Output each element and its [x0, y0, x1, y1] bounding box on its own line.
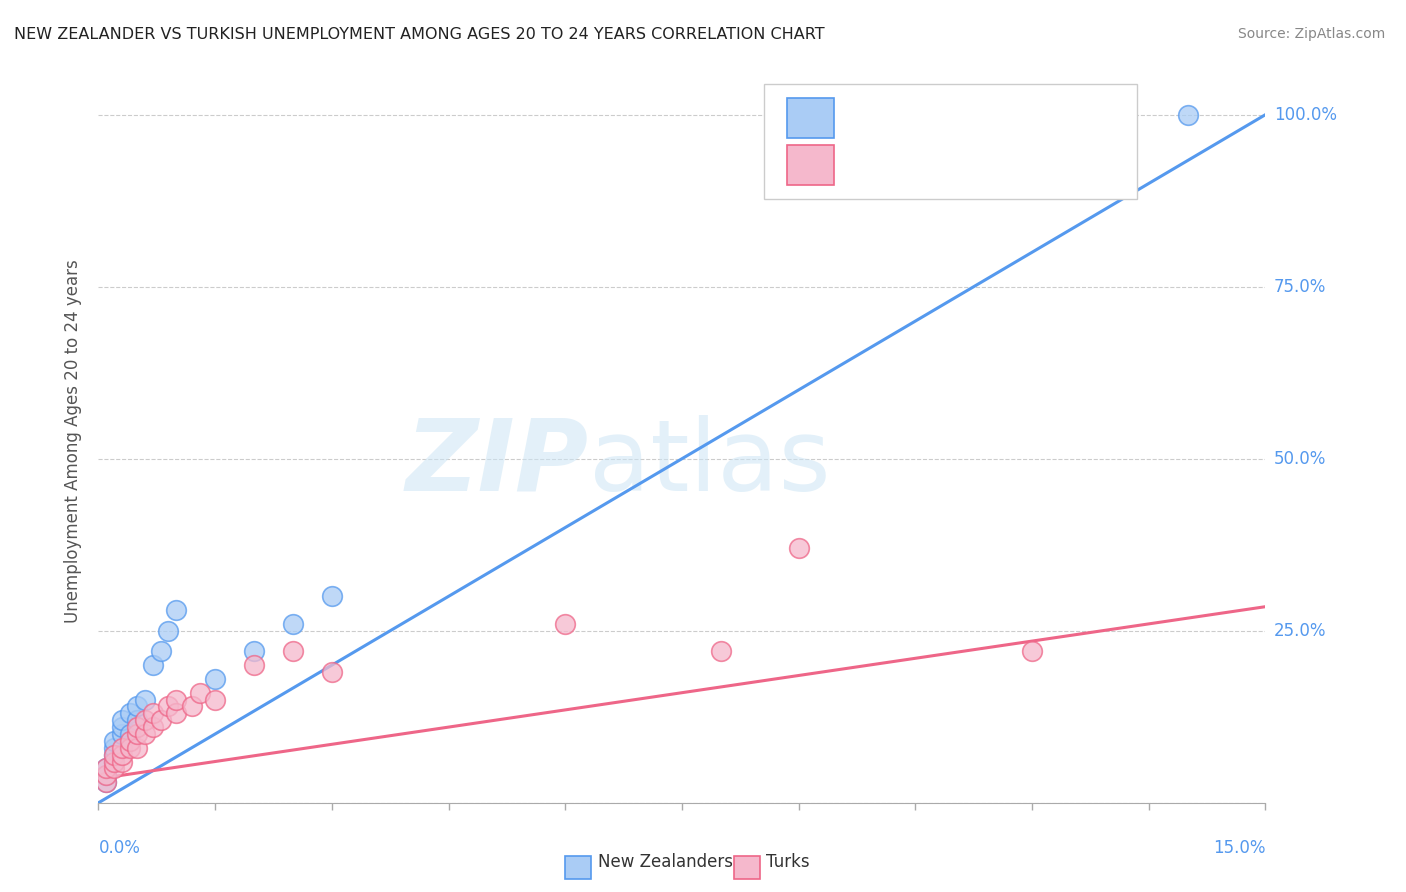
Point [180, 699, 202, 714]
Text: 15.0%: 15.0% [1213, 838, 1265, 857]
Point [204, 692, 226, 706]
Point [111, 727, 134, 741]
Point [96, 775, 118, 789]
Point [118, 734, 141, 748]
Point [243, 658, 266, 673]
Point [103, 761, 125, 775]
Point [157, 624, 180, 638]
Text: R = 0.496   N = 32: R = 0.496 N = 32 [845, 156, 1017, 174]
Text: 100.0%: 100.0% [1274, 105, 1337, 124]
Text: ZIP: ZIP [405, 415, 589, 512]
Point [710, 644, 733, 658]
Point [149, 713, 172, 727]
Point [554, 616, 576, 631]
Point [111, 720, 134, 734]
Text: Turks: Turks [766, 853, 810, 871]
Point [103, 755, 125, 769]
Point [96, 768, 118, 782]
Point [142, 658, 165, 673]
Point [188, 686, 211, 700]
Point [103, 734, 125, 748]
Point [165, 603, 187, 617]
FancyBboxPatch shape [787, 145, 834, 185]
Point [103, 740, 125, 755]
Point [96, 761, 118, 775]
FancyBboxPatch shape [565, 856, 591, 880]
Text: 25.0%: 25.0% [1274, 622, 1326, 640]
Point [127, 727, 149, 741]
Point [111, 740, 134, 755]
Point [204, 672, 226, 686]
Text: 50.0%: 50.0% [1274, 450, 1326, 467]
FancyBboxPatch shape [787, 98, 834, 138]
Point [96, 775, 118, 789]
Point [243, 644, 266, 658]
Point [142, 720, 165, 734]
Point [134, 727, 156, 741]
Point [118, 740, 141, 755]
Point [103, 747, 125, 762]
Point [96, 768, 118, 782]
Point [111, 755, 134, 769]
Text: 75.0%: 75.0% [1274, 277, 1326, 296]
Text: atlas: atlas [589, 415, 830, 512]
Point [127, 713, 149, 727]
Text: 0.0%: 0.0% [98, 838, 141, 857]
Point [103, 755, 125, 769]
Point [787, 541, 810, 556]
Point [1021, 644, 1043, 658]
Point [118, 706, 141, 721]
Text: NEW ZEALANDER VS TURKISH UNEMPLOYMENT AMONG AGES 20 TO 24 YEARS CORRELATION CHAR: NEW ZEALANDER VS TURKISH UNEMPLOYMENT AM… [14, 27, 825, 42]
Point [281, 644, 304, 658]
Point [103, 747, 125, 762]
Point [142, 706, 165, 721]
Point [321, 590, 343, 604]
Point [96, 761, 118, 775]
Point [111, 747, 134, 762]
Point [127, 740, 149, 755]
Point [165, 692, 187, 706]
Point [111, 713, 134, 727]
Text: R = 0.899   N = 25: R = 0.899 N = 25 [845, 109, 1017, 128]
Point [165, 706, 187, 721]
Y-axis label: Unemployment Among Ages 20 to 24 years: Unemployment Among Ages 20 to 24 years [65, 260, 83, 624]
Point [134, 692, 156, 706]
Point [118, 727, 141, 741]
Point [157, 699, 180, 714]
FancyBboxPatch shape [763, 84, 1137, 200]
Point [281, 616, 304, 631]
Point [1177, 108, 1199, 122]
Point [321, 665, 343, 679]
Point [127, 720, 149, 734]
Point [1098, 162, 1121, 177]
FancyBboxPatch shape [734, 856, 761, 880]
Text: New Zealanders: New Zealanders [598, 853, 733, 871]
Point [127, 699, 149, 714]
Point [134, 713, 156, 727]
Text: Source: ZipAtlas.com: Source: ZipAtlas.com [1237, 27, 1385, 41]
Point [149, 644, 172, 658]
